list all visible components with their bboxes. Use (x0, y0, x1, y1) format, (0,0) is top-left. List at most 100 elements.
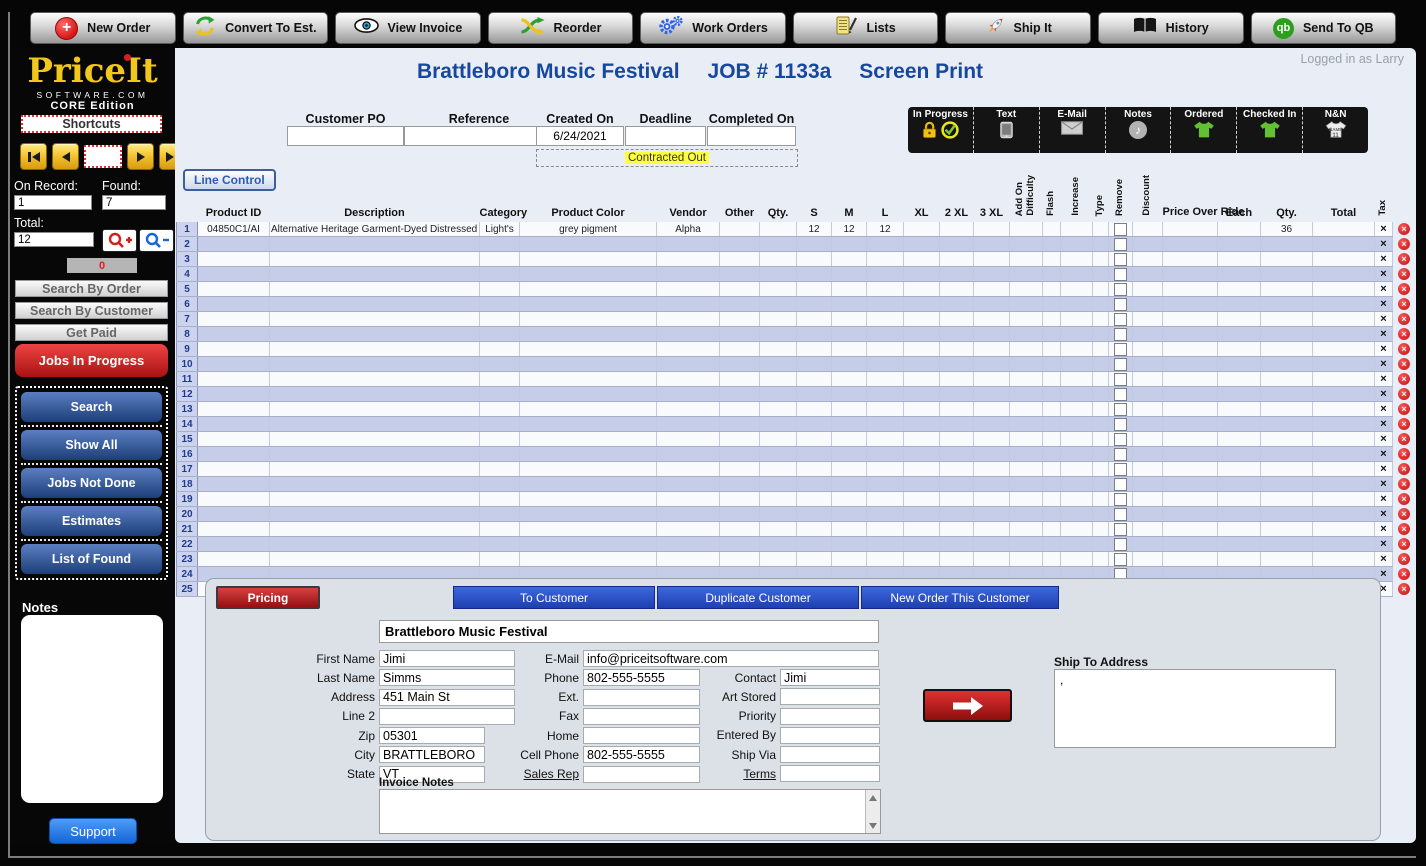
cell-product_color[interactable] (519, 371, 657, 387)
cell-vendor[interactable] (656, 446, 720, 462)
cell-increase[interactable] (1060, 536, 1093, 552)
cell-m[interactable] (831, 326, 867, 342)
cell-m[interactable] (831, 551, 867, 567)
tax-x-icon[interactable]: × (1380, 222, 1387, 235)
cell-xxxl[interactable] (973, 341, 1010, 357)
cell-xxxl[interactable] (973, 236, 1010, 252)
cell-product_color[interactable]: grey pigment (519, 222, 657, 237)
cell-product_color[interactable] (519, 461, 657, 477)
field-input-ext-[interactable] (583, 688, 700, 706)
cell-type[interactable] (1092, 521, 1109, 537)
cell-m[interactable] (831, 506, 867, 522)
cell-por[interactable] (1162, 236, 1218, 252)
cell-discount[interactable] (1132, 326, 1163, 342)
prev-record-button[interactable] (52, 143, 79, 170)
cell-addon[interactable] (1009, 222, 1043, 237)
cell-vendor[interactable] (656, 476, 720, 492)
cell-s[interactable] (796, 521, 832, 537)
cell-product_color[interactable] (519, 476, 657, 492)
cell-description[interactable] (269, 401, 480, 417)
cell-xxl[interactable] (939, 506, 974, 522)
cell-discount[interactable] (1132, 341, 1163, 357)
field-input-city[interactable] (379, 746, 485, 764)
cell-xxxl[interactable] (973, 296, 1010, 312)
history-button[interactable]: History (1097, 12, 1244, 44)
cell-product_color[interactable] (519, 281, 657, 297)
cell-product_color[interactable] (519, 326, 657, 342)
cell-other[interactable] (719, 356, 760, 372)
delete-line-icon[interactable]: × (1398, 388, 1410, 400)
cell-por[interactable] (1162, 296, 1218, 312)
cell-each[interactable] (1217, 521, 1261, 537)
cell-addon[interactable] (1009, 491, 1043, 507)
cell-s[interactable] (796, 281, 832, 297)
field-input-e-mail[interactable] (583, 650, 879, 667)
cell-s[interactable] (796, 341, 832, 357)
field-input-zip[interactable] (379, 727, 485, 745)
cell-xxl[interactable] (939, 281, 974, 297)
tax-x-icon[interactable]: × (1380, 462, 1387, 475)
cell-xxxl[interactable] (973, 386, 1010, 402)
cell-m[interactable] (831, 431, 867, 447)
remove-checkbox[interactable] (1114, 237, 1127, 251)
to-customer-button[interactable]: To Customer (453, 586, 655, 609)
cell-each[interactable] (1217, 222, 1261, 237)
cell-xxxl[interactable] (973, 506, 1010, 522)
first-record-button[interactable] (20, 143, 47, 170)
cell-xl[interactable] (903, 341, 940, 357)
remove-checkbox[interactable] (1114, 282, 1127, 296)
cell-type[interactable] (1092, 371, 1109, 387)
cell-xxxl[interactable] (973, 281, 1010, 297)
cell-m[interactable] (831, 491, 867, 507)
cell-discount[interactable] (1132, 386, 1163, 402)
cell-description[interactable] (269, 236, 480, 252)
cell-product_id[interactable] (197, 296, 270, 312)
cell-xl[interactable] (903, 386, 940, 402)
cell-addon[interactable] (1009, 536, 1043, 552)
cell-increase[interactable] (1060, 266, 1093, 282)
cell-flash[interactable] (1042, 281, 1061, 297)
jobs-in-progress-button[interactable]: Jobs In Progress (15, 344, 168, 377)
field-input-state[interactable] (379, 765, 485, 783)
delete-line-icon[interactable]: × (1398, 238, 1410, 250)
cell-xxxl[interactable] (973, 371, 1010, 387)
cell-qty2[interactable] (1260, 416, 1313, 432)
cell-total[interactable] (1312, 326, 1375, 342)
cell-type[interactable] (1092, 491, 1109, 507)
cell-description[interactable] (269, 341, 480, 357)
cell-product_color[interactable] (519, 236, 657, 252)
cell-m[interactable] (831, 236, 867, 252)
cell-s[interactable]: 12 (796, 222, 832, 237)
cell-other[interactable] (719, 551, 760, 567)
remove-checkbox[interactable] (1114, 357, 1127, 371)
cell-por[interactable] (1162, 446, 1218, 462)
cell-l[interactable] (866, 431, 904, 447)
delete-line-icon[interactable]: × (1398, 418, 1410, 430)
cell-flash[interactable] (1042, 431, 1061, 447)
cell-discount[interactable] (1132, 296, 1163, 312)
cell-m[interactable] (831, 251, 867, 267)
cell-s[interactable] (796, 476, 832, 492)
remove-checkbox[interactable] (1114, 477, 1127, 491)
delete-line-icon[interactable]: × (1398, 253, 1410, 265)
cell-description[interactable] (269, 476, 480, 492)
view-invoice-button[interactable]: View Invoice (335, 12, 481, 44)
cell-other[interactable] (719, 251, 760, 267)
cell-type[interactable] (1092, 476, 1109, 492)
cell-category[interactable] (479, 356, 520, 372)
scroll-up-icon[interactable] (867, 791, 879, 804)
cell-product_id[interactable] (197, 341, 270, 357)
cell-product_id[interactable] (197, 446, 270, 462)
cell-product_color[interactable] (519, 506, 657, 522)
cell-increase[interactable] (1060, 551, 1093, 567)
cell-product_color[interactable] (519, 551, 657, 567)
cell-m[interactable] (831, 281, 867, 297)
cell-xxxl[interactable] (973, 326, 1010, 342)
cell-xxl[interactable] (939, 386, 974, 402)
cell-addon[interactable] (1009, 251, 1043, 267)
work-orders-button[interactable]: Work Orders (640, 12, 786, 44)
tax-x-icon[interactable]: × (1380, 282, 1387, 295)
cell-s[interactable] (796, 401, 832, 417)
cell-product_id[interactable] (197, 551, 270, 567)
cell-vendor[interactable] (656, 356, 720, 372)
